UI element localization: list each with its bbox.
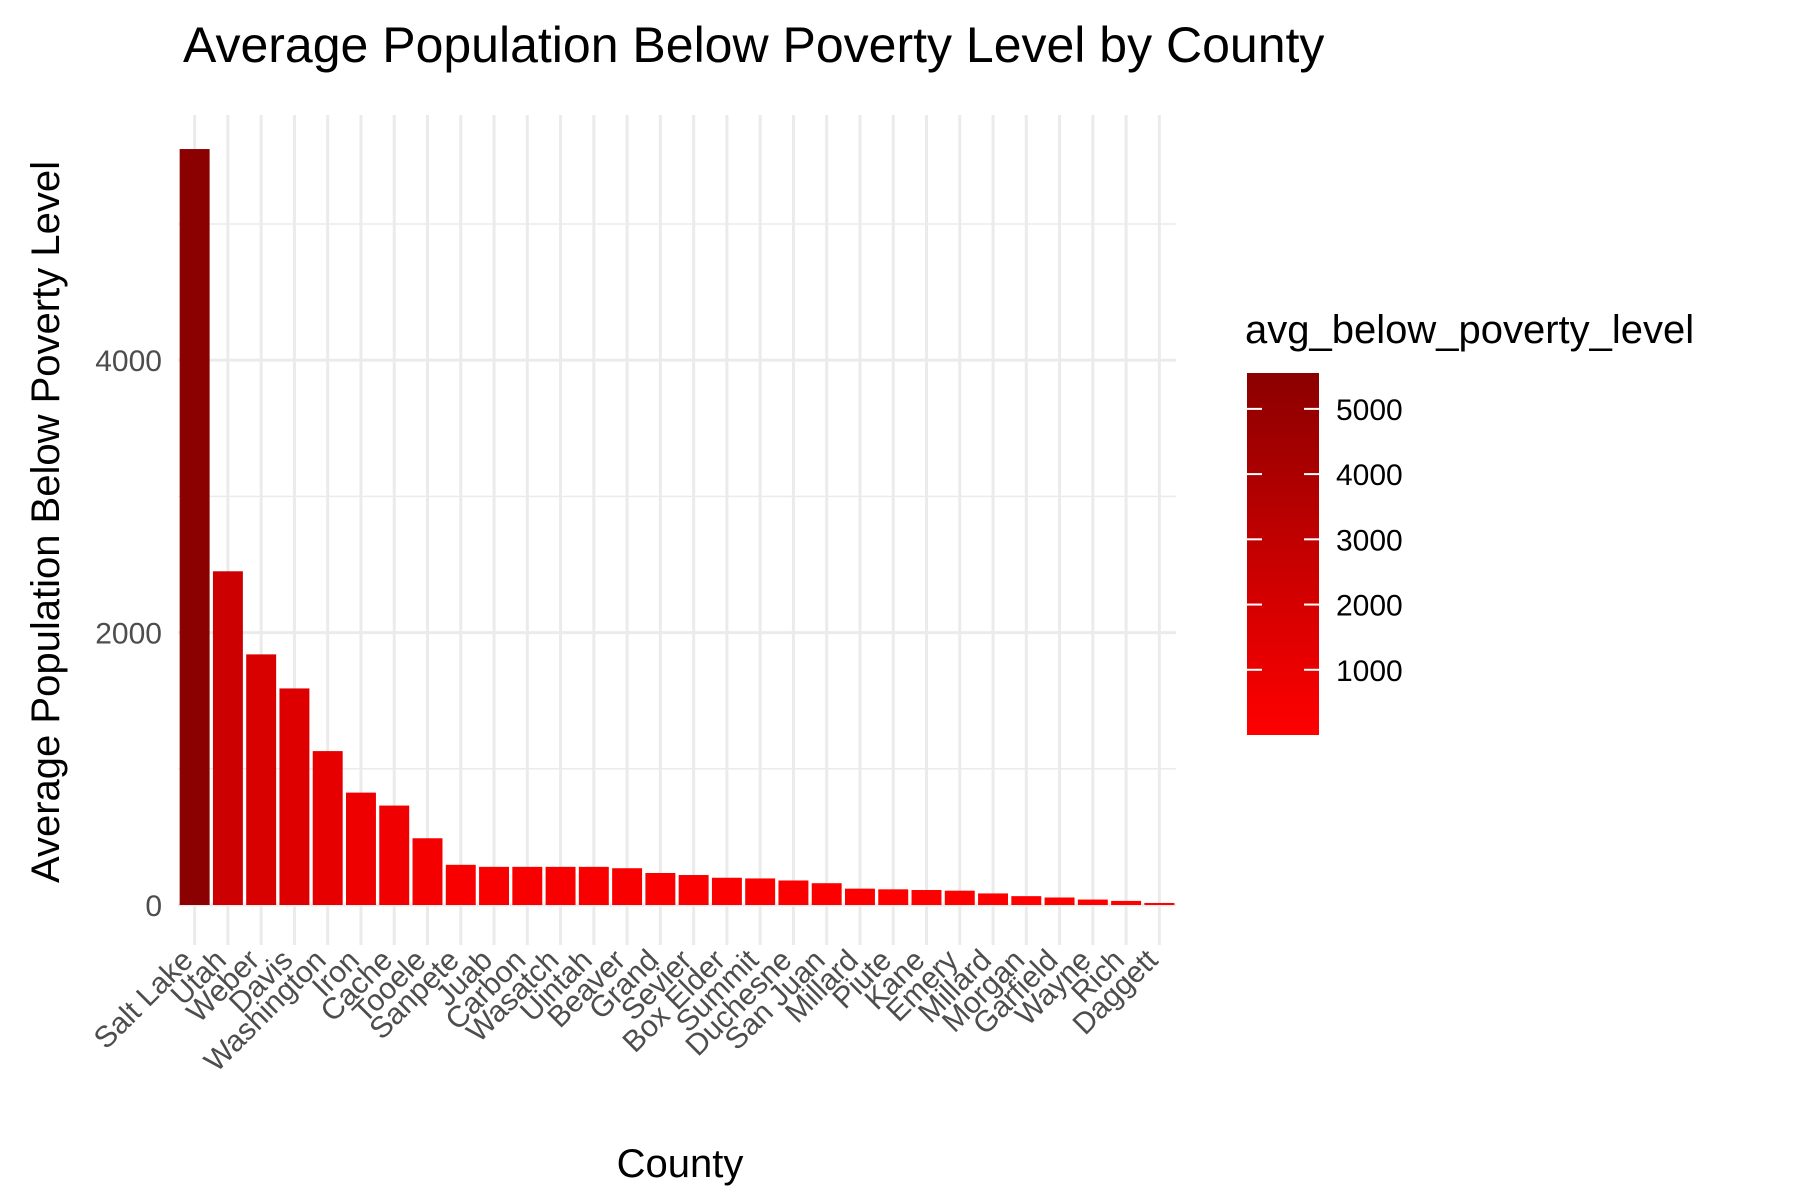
bar xyxy=(312,751,343,905)
bar xyxy=(279,688,310,905)
grid xyxy=(178,115,1176,945)
legend-tick-label: 4000 xyxy=(1336,459,1403,492)
bar xyxy=(246,654,277,905)
y-tick-label: 0 xyxy=(145,890,162,923)
bar xyxy=(545,866,576,905)
bar xyxy=(911,890,942,905)
bar xyxy=(811,883,842,905)
bar xyxy=(1111,900,1142,905)
bar xyxy=(745,878,776,905)
legend-tick-label: 2000 xyxy=(1336,590,1403,623)
bar xyxy=(179,149,210,905)
bar xyxy=(412,838,443,905)
bar xyxy=(1144,902,1175,905)
legend-ticks: 1000 2000 3000 4000 5000 xyxy=(1247,394,1403,688)
legend-tick-label: 1000 xyxy=(1336,655,1403,688)
bar xyxy=(844,888,875,905)
bar xyxy=(944,890,975,905)
bar xyxy=(711,877,742,905)
bar xyxy=(1011,896,1042,905)
y-tick-label: 2000 xyxy=(95,618,162,651)
bar xyxy=(379,805,410,905)
y-axis-title: Average Population Below Poverty Level xyxy=(24,161,68,883)
bar xyxy=(645,872,676,905)
chart-title: Average Population Below Poverty Level b… xyxy=(183,17,1324,73)
legend-tick-label: 5000 xyxy=(1336,394,1403,427)
legend-title: avg_below_poverty_level xyxy=(1245,308,1694,352)
bar xyxy=(578,866,609,905)
bar xyxy=(778,880,809,905)
bar xyxy=(878,889,909,905)
x-axis-ticks: Salt LakeUtahWeberDavisWashingtonIronCac… xyxy=(88,943,1165,1078)
bar xyxy=(978,893,1009,905)
bar xyxy=(479,866,510,905)
bar xyxy=(512,866,543,905)
legend-colorbar xyxy=(1247,373,1319,735)
bar xyxy=(445,864,476,905)
legend: avg_below_poverty_level 1000 2000 3000 4000… xyxy=(1245,308,1694,735)
x-axis-title: County xyxy=(617,1142,744,1186)
legend-tick-label: 3000 xyxy=(1336,524,1403,557)
y-tick-label: 4000 xyxy=(95,345,162,378)
bar xyxy=(345,792,376,905)
bar xyxy=(612,868,643,905)
bar xyxy=(1077,899,1108,905)
bars xyxy=(179,149,1175,905)
bar xyxy=(678,875,709,905)
bar xyxy=(212,571,243,905)
bar xyxy=(1044,897,1075,905)
y-axis-ticks: 0 2000 4000 xyxy=(95,345,162,923)
